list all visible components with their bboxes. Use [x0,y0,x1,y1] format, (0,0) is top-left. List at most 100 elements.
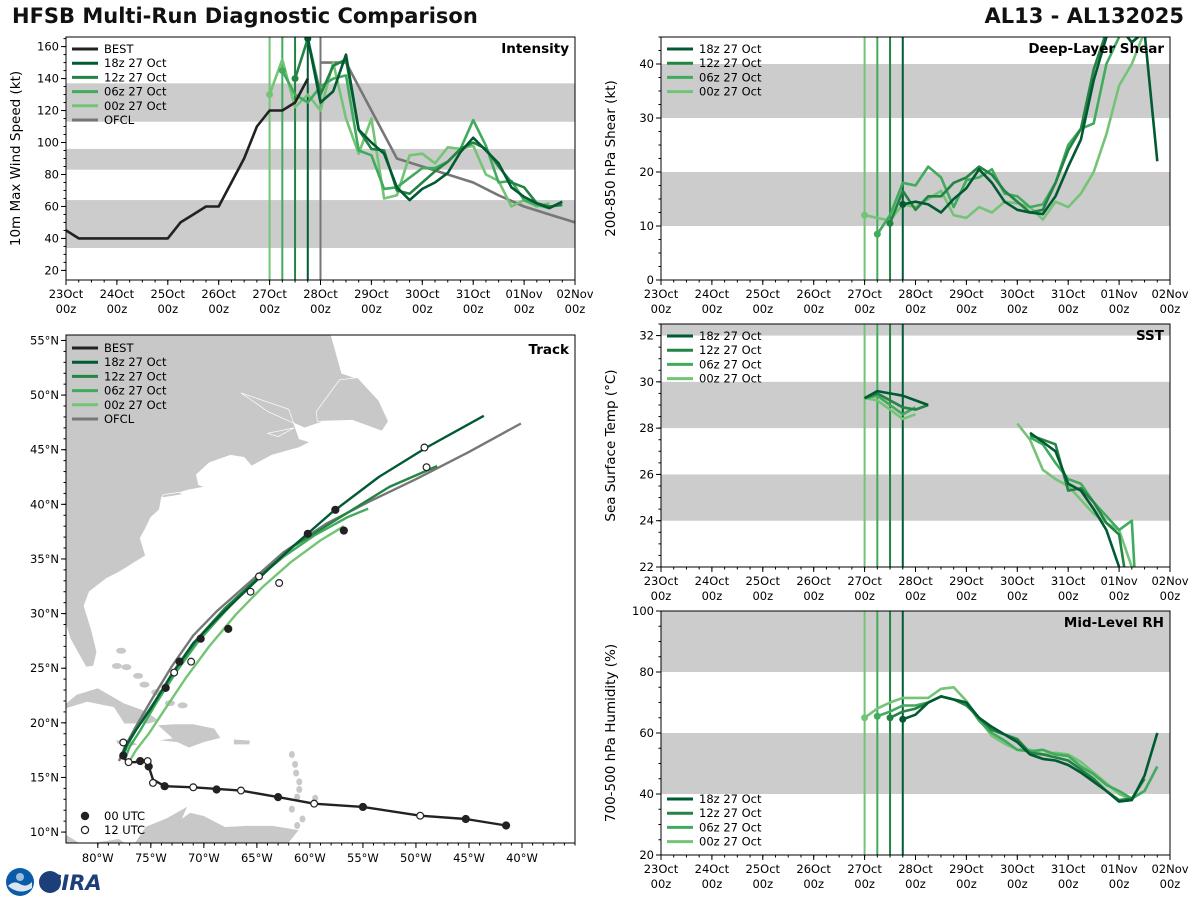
rh-start-marker-00z-27-oct [861,714,869,722]
track-marker-00utc [303,529,312,538]
sst-ytick-label: 26 [639,467,654,481]
rh-xtick-label: 26Oct [796,862,831,876]
track-xtick-label: 50°W [400,851,432,865]
sst-series-00z-27-oct [864,396,916,421]
sst-xtick-label: 30Oct [1000,574,1035,588]
rh-xtick-sublabel: 00z [1109,877,1130,891]
track-marker-00utc [136,756,145,766]
shear-xtick-sublabel: 00z [905,302,926,316]
shear-xtick-label: 25Oct [746,287,781,301]
sst-xtick-label: 24Oct [695,574,730,588]
land-lesser-antilles-island [296,778,303,786]
land-pei [267,427,295,437]
sst-series-18z-27-oct [1029,431,1121,567]
shear-title: Deep-Layer Shear [1028,41,1164,57]
noaa-logo-icon [6,868,34,896]
track-ytick-label: 20°N [30,716,59,730]
sst-xtick-label: 31Oct [1051,574,1086,588]
rh-ytick-label: 20 [639,848,654,862]
track-series-18z-27-oct [122,414,485,753]
track-marker-12utc [143,757,152,766]
land-bahamas-island [111,663,122,670]
sst-ylabel: Sea Surface Temp (°C) [603,369,619,521]
shear-xtick-label: 01Nov [1101,287,1138,301]
track-legend-marker-label-12-utc: 12 UTC [104,823,145,837]
track-legend-label-00z-27-oct: 00z 27 Oct [104,398,167,412]
track-legend-label-best: BEST [104,341,134,355]
track-marker-00utc [119,751,128,760]
shear-band [661,172,1170,226]
track-marker-00utc [160,782,169,791]
shear-xtick-sublabel: 00z [651,302,672,316]
intensity-xtick-label: 26Oct [201,287,236,301]
rh-legend-label-12z-27-oct: 12z 27 Oct [699,806,762,820]
track-marker-12utc [189,783,198,792]
sst-xtick-sublabel: 00z [854,589,875,603]
rh-band [661,611,1170,672]
track-marker-12utc [416,811,425,820]
land-puerto-rico [233,738,251,746]
shear-plot-area [861,37,1159,280]
sst-plot-area [863,324,1136,567]
shear-xtick-label: 23Oct [644,287,679,301]
cira-globe-icon [39,871,61,893]
track-marker-12utc [254,572,263,581]
land-bahamas-island [139,681,150,688]
land-bahamas-island [133,672,144,679]
rh-plot-area [861,611,1159,855]
shear-xtick-sublabel: 00z [702,302,723,316]
sst-series-12z-27-oct [864,392,929,411]
intensity-xtick-label: 28Oct [303,287,338,301]
rh-legend-label-18z-27-oct: 18z 27 Oct [699,792,762,806]
sst-xtick-sublabel: 00z [1160,589,1181,603]
land-lesser-antilles-island [293,769,300,777]
land-hispaniola [156,723,222,749]
track-xtick-label: 70°W [188,851,220,865]
intensity-series-best [66,77,309,240]
sst-series-00z-27-oct [1016,422,1134,567]
rh-series-00z-27-oct [863,685,1133,802]
intensity-ytick-label: 160 [37,40,59,54]
intensity-xtick-sublabel: 00z [107,302,128,316]
storm-id: AL13 - AL132025 [984,4,1185,28]
intensity-series-18z-27-oct [306,38,563,210]
track-marker-12utc [420,443,429,452]
rh-xtick-label: 27Oct [847,862,882,876]
intensity-panel: 2040608010012014016023Oct00z24Oct00z25Oc… [8,36,594,316]
track-marker-12utc [275,578,284,587]
track-legend-label-ofcl: OFCL [104,412,135,426]
track-marker-12utc [187,657,196,666]
intensity-legend-label-18z-27-oct: 18z 27 Oct [104,56,167,70]
rh-xtick-sublabel: 00z [803,877,824,891]
intensity-start-marker-18z-27-oct [304,37,312,43]
sst-xtick-label: 28Oct [898,574,933,588]
intensity-xtick-sublabel: 00z [565,302,586,316]
shear-xtick-sublabel: 00z [1160,302,1181,316]
rh-xtick-label: 23Oct [644,862,679,876]
intensity-xtick-sublabel: 00z [361,302,382,316]
sst-band [661,381,1170,429]
intensity-xtick-label: 02Nov [556,287,593,301]
sst-xtick-sublabel: 00z [702,589,723,603]
track-series-06z-27-oct [124,507,369,759]
track-marker-00utc [224,624,233,633]
shear-start-marker-12z-27-oct [886,219,894,227]
intensity-ytick-label: 80 [44,167,59,181]
shear-xtick-sublabel: 00z [1109,302,1130,316]
track-ytick-label: 55°N [30,333,59,347]
intensity-start-marker-12z-27-oct [291,75,299,83]
intensity-legend-label-ofcl: OFCL [104,113,135,127]
sst-ytick-label: 32 [639,329,654,343]
intensity-series-12z-27-oct [293,37,563,208]
shear-xtick-sublabel: 00z [1058,302,1079,316]
rh-start-marker-18z-27-oct [899,715,907,723]
sst-title: SST [1136,328,1165,344]
track-marker-00utc [212,785,221,794]
rh-xtick-label: 30Oct [1000,862,1035,876]
shear-xtick-label: 26Oct [796,287,831,301]
shear-ytick-label: 40 [639,57,654,71]
intensity-xtick-label: 01Nov [506,287,543,301]
shear-ylabel: 200-850 hPa Shear (kt) [603,80,619,237]
rh-start-marker-12z-27-oct [886,714,894,722]
